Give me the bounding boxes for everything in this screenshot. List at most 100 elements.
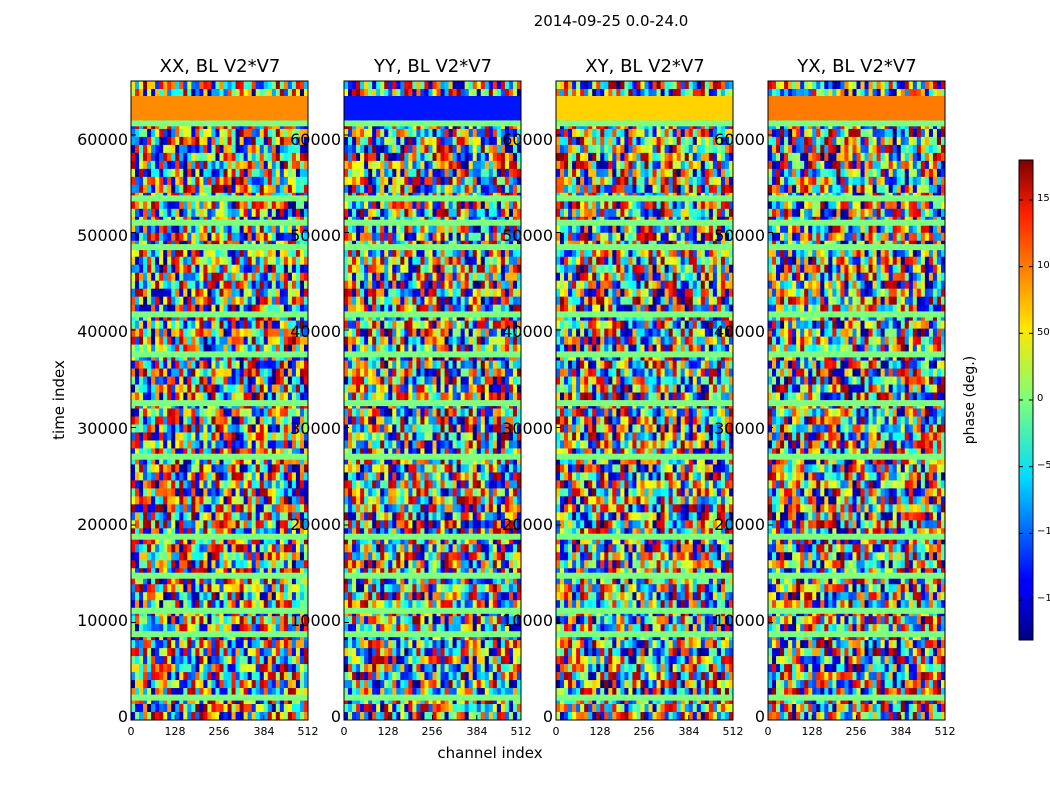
heatmap-cell	[239, 136, 244, 146]
heatmap-cell	[263, 456, 269, 465]
heatmap-cell	[203, 568, 208, 577]
heatmap-cell	[147, 432, 152, 441]
heatmap-cell	[460, 248, 465, 258]
heatmap-cell	[239, 304, 244, 313]
heatmap-cell	[372, 208, 377, 218]
heatmap-cell	[275, 704, 281, 713]
heatmap-cell	[492, 272, 498, 281]
heatmap-cell	[143, 224, 148, 234]
flagged-row	[131, 219, 308, 226]
heatmap-cell	[215, 616, 220, 625]
heatmap-cell	[235, 624, 240, 633]
heatmap-cell	[295, 376, 301, 385]
heatmap-cell	[267, 576, 273, 585]
heatmap-cell	[388, 168, 393, 178]
heatmap-cell	[408, 256, 413, 266]
heatmap-cell	[155, 688, 160, 697]
heatmap-cell	[408, 336, 413, 345]
heatmap-cell	[155, 704, 160, 713]
heatmap-cell	[131, 264, 136, 273]
heatmap-cell	[516, 280, 522, 289]
heatmap-cell	[400, 168, 405, 178]
heatmap-cell	[151, 224, 156, 234]
heatmap-cell	[155, 160, 160, 170]
heatmap-cell	[344, 256, 349, 266]
heatmap-cell	[135, 256, 140, 266]
heatmap-cell	[364, 184, 369, 194]
heatmap-cell	[255, 552, 261, 561]
heatmap-cell	[183, 520, 188, 529]
heatmap-cell	[163, 664, 168, 673]
heatmap-cell	[384, 176, 389, 186]
heatmap-cell	[251, 81, 256, 90]
heatmap-cell	[191, 536, 196, 545]
heatmap-cell	[191, 200, 196, 210]
heatmap-cell	[215, 208, 220, 218]
heatmap-cell	[183, 272, 188, 281]
heatmap-cell	[207, 296, 212, 305]
heatmap-cell	[384, 144, 389, 154]
heatmap-cell	[203, 136, 208, 146]
heatmap-cell	[203, 648, 208, 657]
heatmap-cell	[303, 256, 309, 266]
heatmap-cell	[472, 128, 478, 138]
heatmap-cell	[187, 272, 192, 281]
heatmap-cell	[368, 144, 373, 154]
heatmap-cell	[452, 336, 457, 345]
heatmap-cell	[171, 536, 176, 545]
heatmap-cell	[183, 416, 188, 425]
heatmap-cell	[247, 168, 252, 178]
heatmap-cell	[231, 408, 236, 417]
heatmap-cell	[231, 264, 236, 273]
heatmap-cell	[171, 168, 176, 178]
heatmap-cell	[436, 296, 441, 305]
heatmap-cell	[299, 712, 305, 721]
heatmap-cell	[155, 504, 160, 513]
heatmap-cell	[191, 568, 196, 577]
heatmap-cell	[243, 656, 248, 665]
heatmap-cell	[247, 200, 252, 210]
heatmap-cell	[352, 224, 357, 234]
heatmap-cell	[227, 600, 232, 609]
heatmap-cell	[235, 536, 240, 545]
heatmap-cell	[384, 200, 389, 210]
heatmap-cell	[416, 328, 421, 337]
heatmap-cell	[492, 128, 498, 138]
heatmap-cell	[207, 448, 212, 457]
heatmap-cell	[436, 288, 441, 297]
heatmap-cell	[235, 640, 240, 649]
heatmap-cell	[283, 704, 289, 713]
heatmap-cell	[460, 184, 465, 194]
heatmap-cell	[452, 232, 457, 242]
heatmap-cell	[143, 616, 148, 625]
heatmap-cell	[139, 488, 144, 497]
heatmap-cell	[231, 81, 236, 90]
heatmap-cell	[287, 456, 293, 465]
heatmap-cell	[147, 704, 152, 713]
heatmap-cell	[344, 264, 349, 273]
heatmap-cell	[147, 480, 152, 489]
heatmap-cell	[504, 280, 510, 289]
heatmap-cell	[408, 136, 413, 146]
heatmap-cell	[195, 336, 200, 345]
heatmap-cell	[420, 248, 425, 258]
heatmap-cell	[299, 88, 305, 98]
heatmap-cell	[295, 248, 301, 258]
heatmap-cell	[484, 168, 490, 178]
heatmap-cell	[151, 472, 156, 481]
heatmap-cell	[247, 480, 252, 489]
heatmap-cell	[356, 168, 361, 178]
heatmap-cell	[372, 264, 377, 273]
heatmap-cell	[171, 672, 176, 681]
heatmap-cell	[496, 272, 502, 281]
heatmap-cell	[243, 664, 248, 673]
heatmap-cell	[291, 536, 297, 545]
heatmap-cell	[159, 248, 164, 258]
heatmap-cell	[247, 336, 252, 345]
flagged-row	[131, 400, 308, 407]
heatmap-cell	[263, 688, 269, 697]
heatmap-cell	[464, 152, 469, 162]
heatmap-cell	[484, 184, 490, 194]
heatmap-cell	[151, 128, 156, 138]
heatmap-cell	[247, 648, 252, 657]
